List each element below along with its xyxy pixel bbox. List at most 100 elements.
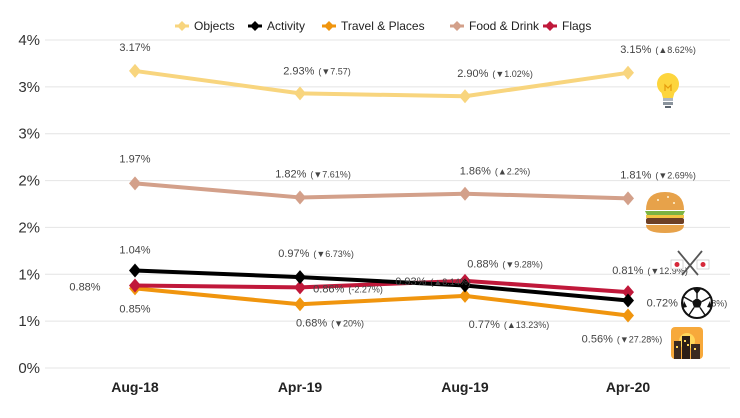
data-label-activity: 0.88% (▼9.28%) (467, 259, 543, 271)
data-label-value: 0.81% (612, 265, 643, 277)
data-label-value: 2.93% (283, 65, 314, 77)
legend-marker (324, 21, 334, 31)
data-label-change: (▲2.2%) (495, 167, 530, 177)
data-label-value: 0.77% (469, 319, 500, 331)
data-label-change: (▲8.14%) (430, 277, 470, 287)
y-tick-label: 2% (18, 219, 40, 236)
legend-label: Travel & Places (341, 19, 425, 33)
series-line-food-drink (134, 181, 629, 201)
data-label-change: (▼7.61%) (310, 169, 350, 179)
data-label-value: 3.15% (620, 44, 651, 56)
grid (45, 39, 730, 369)
data-label-value: 0.68% (296, 317, 327, 329)
city-sunset-icon (671, 327, 703, 359)
data-label-change: (-2.27%) (348, 284, 383, 294)
data-label-food-drink: 1.81% (▼2.69%) (620, 169, 696, 181)
data-point-food-drink (622, 191, 634, 206)
data-label-travel-places: 0.85% (119, 303, 150, 315)
legend-item-travel-places: Travel & Places (322, 19, 425, 33)
legend-marker (545, 21, 555, 31)
data-label-change: (▼2.69%) (655, 170, 695, 180)
legend-label: Objects (194, 19, 235, 33)
data-point-objects (294, 86, 306, 101)
series-line-objects (134, 68, 629, 99)
data-point-travel-places (622, 308, 634, 323)
data-label-food-drink: 1.97% (119, 153, 150, 165)
data-labels: 3.17% 2.93% (▼7.57) 2.90% (▼1.02%) 3.15% (▲8.6… (69, 42, 727, 346)
data-label-change: (▼9.28%) (502, 260, 542, 270)
soccer-ball-icon (681, 287, 713, 319)
data-label-value: 0.88% (69, 282, 100, 294)
x-axis-ticks: Aug-18 Apr-19 Aug-19 Apr-20 (111, 379, 650, 395)
data-point-food-drink (129, 176, 141, 191)
y-tick-label: 2% (18, 173, 40, 190)
data-label-change: (▼20%) (331, 318, 364, 328)
y-tick-label: 0% (18, 360, 40, 377)
legend-marker (452, 21, 462, 31)
data-label-value: 3.17% (119, 42, 150, 54)
data-point-objects (129, 63, 141, 78)
data-label-change: (▼1.02%) (492, 69, 532, 79)
data-label-objects: 2.93% (▼7.57) (283, 65, 351, 77)
series-line-flags (134, 278, 629, 295)
data-label-value: 0.88% (467, 259, 498, 271)
data-label-change: (▼27.28%) (617, 335, 662, 345)
legend-item-objects: Objects (175, 19, 235, 33)
data-point-travel-places (294, 297, 306, 312)
legend-label: Food & Drink (469, 19, 540, 33)
legend: Objects Activity Travel & Places Food & Dri… (175, 19, 591, 33)
data-label-activity: 0.97% (▼6.73%) (278, 248, 354, 260)
data-label-travel-places: 0.68% (▼20%) (296, 317, 364, 329)
crossed-flags-icon (670, 250, 710, 276)
data-label-travel-places: 0.77% (▲13.23%) (469, 319, 550, 331)
series-line-activity (134, 268, 629, 303)
data-point-food-drink (294, 190, 306, 205)
data-label-change: (▼6.73%) (313, 249, 353, 259)
data-point-flags (294, 280, 306, 295)
data-point-activity (459, 278, 471, 293)
data-point-activity (622, 293, 634, 308)
y-tick-label: 1% (18, 266, 40, 283)
data-label-objects: 3.15% (▲8.62%) (620, 44, 696, 56)
legend-label: Flags (562, 19, 591, 33)
data-label-value: 1.97% (119, 153, 150, 165)
data-label-value: 0.56% (582, 334, 613, 346)
data-label-objects: 2.90% (▼1.02%) (457, 68, 533, 80)
data-point-objects (622, 65, 634, 80)
data-label-value: 0.93% (395, 276, 426, 288)
x-tick-label: Apr-20 (606, 379, 651, 395)
x-tick-label: Aug-18 (111, 379, 159, 395)
data-label-change: (▼7.57) (318, 66, 350, 76)
y-tick-label: 3% (18, 126, 40, 143)
data-label-value: 0.86% (313, 283, 344, 295)
y-tick-label: 4% (18, 32, 40, 49)
x-tick-label: Aug-19 (441, 379, 489, 395)
series-lines (129, 63, 634, 323)
data-label-value: 1.81% (620, 169, 651, 181)
data-label-value: 1.04% (119, 245, 150, 257)
hamburger-icon (645, 192, 685, 233)
series-line-travel-places (134, 286, 629, 318)
data-label-value: 1.86% (460, 166, 491, 178)
data-label-flags: 0.88% (69, 282, 100, 294)
data-label-flags: 0.93% (▲8.14%) (395, 276, 471, 288)
data-label-value: 0.72% (647, 298, 678, 310)
legend-item-activity: Activity (248, 19, 305, 33)
data-label-change: (▼12.9%) (647, 266, 687, 276)
legend-label: Activity (267, 19, 305, 33)
y-tick-label: 1% (18, 313, 40, 330)
data-point-objects (459, 89, 471, 104)
y-tick-label: 3% (18, 79, 40, 96)
data-label-value: 0.97% (278, 248, 309, 260)
data-point-activity (129, 263, 141, 278)
data-point-flags (129, 278, 141, 293)
data-label-activity: 1.04% (119, 245, 150, 257)
data-point-food-drink (459, 186, 471, 201)
legend-item-food-drink: Food & Drink (450, 19, 540, 33)
data-point-activity (294, 270, 306, 285)
data-label-food-drink: 1.86% (▲2.2%) (460, 166, 531, 178)
legend-marker (177, 21, 187, 31)
data-label-food-drink: 1.82% (▼7.61%) (275, 168, 351, 180)
data-label-change: (▲8.62%) (655, 45, 695, 55)
